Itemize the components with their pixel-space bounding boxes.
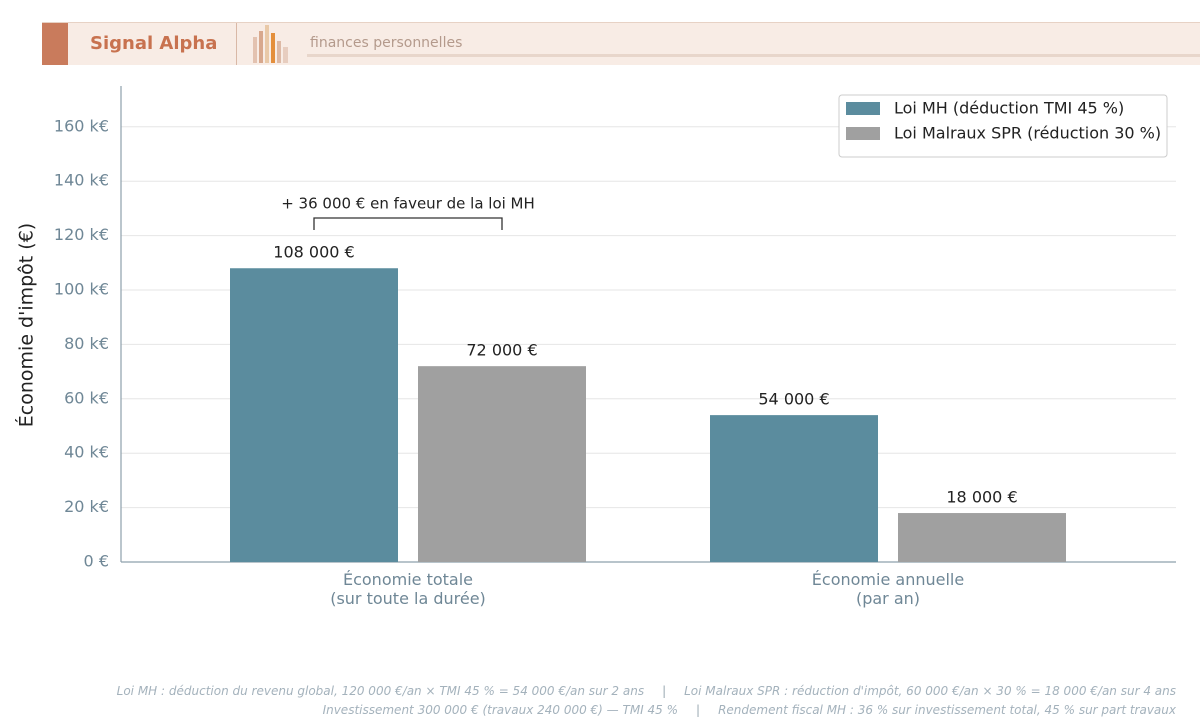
bar: [418, 366, 586, 562]
bar: [230, 268, 398, 562]
y-tick-label: 140 k€: [54, 171, 109, 190]
x-tick-label: Économie totale (sur toute la durée): [330, 570, 486, 608]
y-tick-label: 80 k€: [64, 334, 109, 353]
tagline: finances personnelles: [310, 35, 463, 51]
footnote-row: Loi MH : déduction du revenu global, 120…: [117, 682, 1176, 701]
value-label: 54 000 €: [758, 390, 829, 409]
y-tick-label: 100 k€: [54, 280, 109, 299]
value-label: 18 000 €: [946, 488, 1017, 507]
legend-swatch: [846, 102, 880, 115]
footnote-row: Investissement 300 000 € (travaux 240 00…: [117, 701, 1176, 720]
footnote: Rendement fiscal MH : 36 % sur investiss…: [718, 703, 1176, 717]
separator: |: [662, 684, 667, 698]
chart: Économie d'impôt (€) 0 € 20 k€ 40 k€ 60 k€ 8…: [15, 86, 1176, 571]
brand-square: [42, 23, 68, 65]
footnote: Loi Malraux SPR : réduction d'impôt, 60 …: [684, 684, 1176, 698]
annotation: + 36 000 € en faveur de la loi MH: [281, 195, 535, 213]
header-rule: [307, 54, 1200, 57]
x-tick-label: Économie annuelle (par an): [811, 570, 965, 608]
footnote: Investissement 300 000 € (travaux 240 00…: [322, 703, 679, 717]
annotation-bracket: [313, 217, 503, 230]
separator: |: [696, 703, 701, 717]
y-tick-label: 40 k€: [64, 443, 109, 462]
value-label: 72 000 €: [466, 341, 537, 360]
legend-swatch: [846, 127, 880, 140]
footnote: Loi MH : déduction du revenu global, 120…: [116, 684, 645, 698]
logo-icon: [253, 25, 288, 63]
value-label: 108 000 €: [273, 243, 354, 262]
bar: [898, 513, 1066, 562]
footnotes: Loi MH : déduction du revenu global, 120…: [117, 682, 1176, 720]
y-tick-label: 0 €: [84, 552, 109, 571]
y-axis-label: Économie d'impôt (€): [15, 223, 38, 427]
legend-box: [838, 94, 1168, 158]
y-tick-label: 60 k€: [64, 388, 109, 407]
legend-label: Loi MH (déduction TMI 45 %): [894, 99, 1124, 118]
legend-label: Loi Malraux SPR (réduction 30 %): [894, 124, 1161, 143]
bar: [710, 415, 878, 562]
y-tick-label: 160 k€: [54, 116, 109, 135]
y-tick-label: 120 k€: [54, 225, 109, 244]
header: Signal Alpha finances personnelles: [42, 22, 1200, 65]
brand: Signal Alpha: [90, 33, 218, 54]
y-tick-label: 20 k€: [64, 497, 109, 516]
divider: [236, 23, 237, 65]
